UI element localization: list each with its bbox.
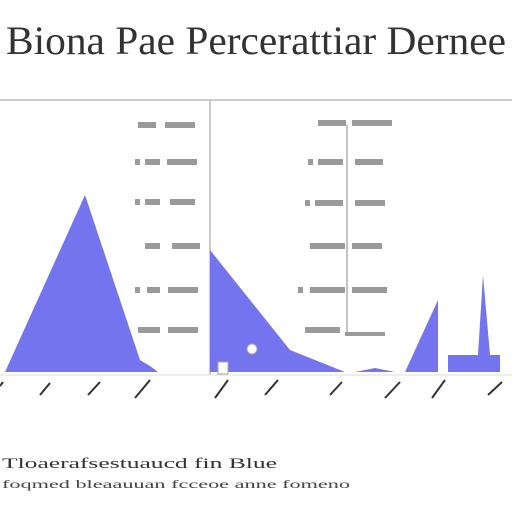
caption-line-1: Tloaerafsestuaucd fin Blue xyxy=(2,456,278,472)
label-rows-right xyxy=(298,120,392,336)
sliver xyxy=(355,368,395,372)
area-left xyxy=(5,195,158,372)
label-rows-left xyxy=(135,122,200,333)
spike-2 xyxy=(448,275,500,372)
x-ticks xyxy=(0,379,503,399)
title: Biona Pae Percerattiar Dernee xyxy=(6,18,506,63)
marker xyxy=(246,343,258,355)
area-right xyxy=(210,250,345,372)
caption-line-2: foqmed bleaauuan fcceoe anne fomeno xyxy=(2,477,350,491)
marker-box xyxy=(217,361,229,375)
spike-1 xyxy=(405,300,438,372)
